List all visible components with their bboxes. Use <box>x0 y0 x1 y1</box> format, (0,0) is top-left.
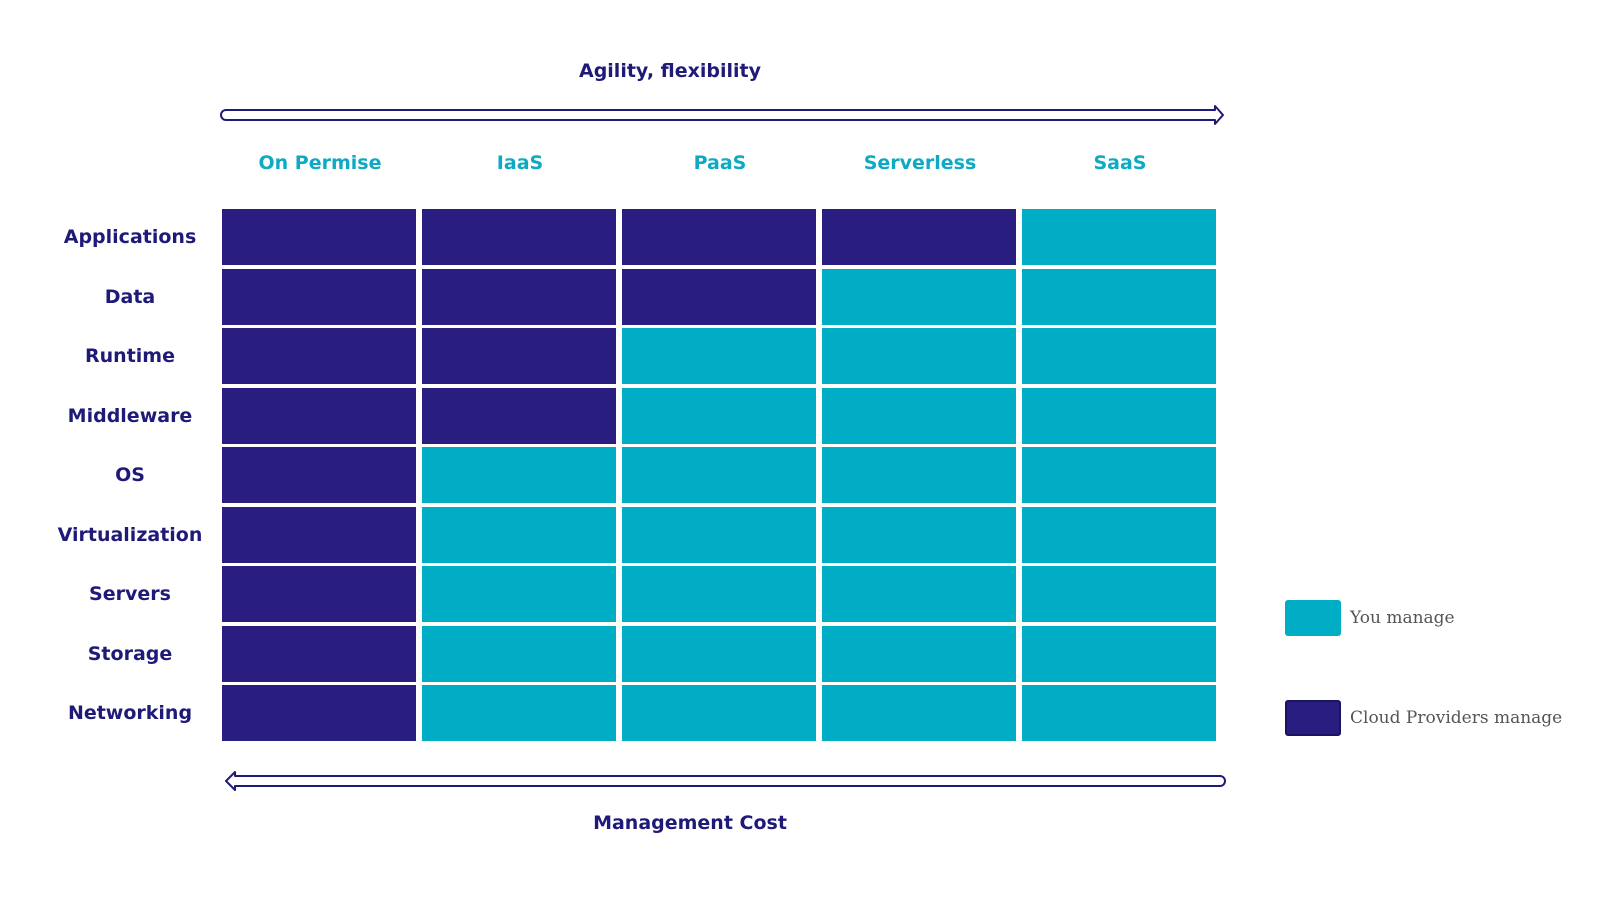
cell-os-saas <box>1022 447 1216 503</box>
management-cost-heading: Management Cost <box>593 812 787 834</box>
cell-runtime-serverless <box>822 328 1016 384</box>
cell-virtualization-paas <box>622 506 816 563</box>
left-arrow-icon <box>225 771 1226 791</box>
column-header-paas: PaaS <box>693 152 747 174</box>
cell-storage-saas <box>1022 625 1216 682</box>
cell-runtime-on-permise <box>222 328 416 384</box>
right-arrow-icon <box>220 105 1224 125</box>
cell-middleware-saas <box>1022 387 1216 444</box>
row-label-runtime: Runtime <box>85 345 175 367</box>
cell-storage-iaas <box>422 625 616 682</box>
cell-servers-paas <box>622 566 816 622</box>
column-header-saas: SaaS <box>1093 152 1147 174</box>
cell-networking-iaas <box>422 685 616 741</box>
row-label-storage: Storage <box>87 642 173 665</box>
cell-runtime-paas <box>622 328 816 384</box>
cell-servers-iaas <box>422 566 616 622</box>
row-label-data: Data <box>104 285 156 308</box>
column-header-serverless: Serverless <box>863 152 977 174</box>
column-header-iaas: IaaS <box>496 152 544 174</box>
cell-applications-on-permise <box>222 209 416 265</box>
cell-runtime-saas <box>1022 328 1216 384</box>
cell-middleware-serverless <box>822 387 1016 444</box>
row-label-virtualization: Virtualization <box>57 523 203 546</box>
cell-runtime-iaas <box>422 328 616 384</box>
cell-storage-paas <box>622 625 816 682</box>
cell-networking-paas <box>622 685 816 741</box>
cell-servers-serverless <box>822 566 1016 622</box>
cell-virtualization-saas <box>1022 506 1216 563</box>
cell-applications-serverless <box>822 209 1016 265</box>
cell-virtualization-on-permise <box>222 506 416 563</box>
cell-data-on-permise <box>222 268 416 325</box>
cell-applications-iaas <box>422 209 616 265</box>
legend-you-swatch <box>1285 600 1341 636</box>
cell-middleware-paas <box>622 387 816 444</box>
cell-servers-on-permise <box>222 566 416 622</box>
cell-os-iaas <box>422 447 616 503</box>
cell-storage-serverless <box>822 625 1016 682</box>
row-label-applications: Applications <box>63 226 197 248</box>
row-label-networking: Networking <box>67 702 193 724</box>
cell-networking-saas <box>1022 685 1216 741</box>
column-header-on-permise: On Permise <box>258 152 382 174</box>
cell-data-saas <box>1022 268 1216 325</box>
cell-os-paas <box>622 447 816 503</box>
cell-os-on-permise <box>222 447 416 503</box>
cell-storage-on-permise <box>222 625 416 682</box>
legend-provider-swatch <box>1285 700 1341 736</box>
cell-middleware-on-permise <box>222 387 416 444</box>
cell-data-iaas <box>422 268 616 325</box>
cell-applications-paas <box>622 209 816 265</box>
cell-servers-saas <box>1022 566 1216 622</box>
row-label-os: OS <box>115 464 145 486</box>
cell-networking-serverless <box>822 685 1016 741</box>
cell-os-serverless <box>822 447 1016 503</box>
cell-applications-saas <box>1022 209 1216 265</box>
cell-middleware-iaas <box>422 387 616 444</box>
row-label-servers: Servers <box>89 583 171 605</box>
row-label-middleware: Middleware <box>67 404 193 427</box>
cell-data-paas <box>622 268 816 325</box>
legend-provider-label: Cloud Providers manage <box>1350 708 1563 728</box>
cell-virtualization-iaas <box>422 506 616 563</box>
legend-you-label: You manage <box>1350 608 1455 628</box>
agility-heading: Agility, flexibility <box>578 60 761 82</box>
cell-virtualization-serverless <box>822 506 1016 563</box>
cell-networking-on-permise <box>222 685 416 741</box>
cell-data-serverless <box>822 268 1016 325</box>
